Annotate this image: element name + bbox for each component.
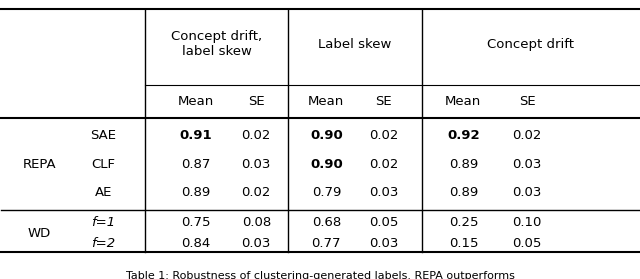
Text: 0.91: 0.91: [179, 129, 212, 142]
Text: 0.02: 0.02: [369, 158, 399, 170]
Text: 0.68: 0.68: [312, 217, 341, 230]
Text: 0.87: 0.87: [181, 158, 211, 170]
Text: 0.77: 0.77: [312, 237, 341, 250]
Text: SE: SE: [248, 95, 264, 108]
Text: 0.02: 0.02: [513, 129, 542, 142]
Text: Mean: Mean: [178, 95, 214, 108]
Text: AE: AE: [95, 186, 112, 199]
Text: 0.79: 0.79: [312, 186, 341, 199]
Text: 0.25: 0.25: [449, 217, 478, 230]
Text: 0.89: 0.89: [449, 186, 478, 199]
Text: Table 1: Robustness of clustering-generated labels. REPA outperforms: Table 1: Robustness of clustering-genera…: [125, 271, 515, 279]
Text: Concept drift: Concept drift: [487, 38, 574, 51]
Text: 0.84: 0.84: [181, 237, 211, 250]
Text: 0.03: 0.03: [513, 186, 542, 199]
Text: Mean: Mean: [445, 95, 481, 108]
Text: SE: SE: [519, 95, 536, 108]
Text: f=1: f=1: [92, 217, 115, 230]
Text: CLF: CLF: [92, 158, 115, 170]
Text: Label skew: Label skew: [318, 38, 392, 51]
Text: 0.89: 0.89: [181, 186, 211, 199]
Text: 0.03: 0.03: [369, 186, 399, 199]
Text: 0.05: 0.05: [513, 237, 542, 250]
Text: Concept drift,
label skew: Concept drift, label skew: [171, 30, 262, 58]
Text: 0.03: 0.03: [513, 158, 542, 170]
Text: REPA: REPA: [23, 158, 56, 170]
Text: 0.90: 0.90: [310, 158, 343, 170]
Text: SAE: SAE: [90, 129, 116, 142]
Text: f=2: f=2: [92, 237, 115, 250]
Text: 0.89: 0.89: [449, 158, 478, 170]
Text: 0.02: 0.02: [241, 129, 271, 142]
Text: 0.02: 0.02: [241, 186, 271, 199]
Text: 0.92: 0.92: [447, 129, 480, 142]
Text: 0.08: 0.08: [242, 217, 271, 230]
Text: 0.10: 0.10: [513, 217, 542, 230]
Text: 0.02: 0.02: [369, 129, 399, 142]
Text: 0.90: 0.90: [310, 129, 343, 142]
Text: Mean: Mean: [308, 95, 344, 108]
Text: 0.75: 0.75: [181, 217, 211, 230]
Text: 0.03: 0.03: [241, 158, 271, 170]
Text: 0.03: 0.03: [241, 237, 271, 250]
Text: 0.05: 0.05: [369, 217, 399, 230]
Text: 0.03: 0.03: [369, 237, 399, 250]
Text: 0.15: 0.15: [449, 237, 478, 250]
Text: SE: SE: [376, 95, 392, 108]
Text: WD: WD: [28, 227, 51, 240]
